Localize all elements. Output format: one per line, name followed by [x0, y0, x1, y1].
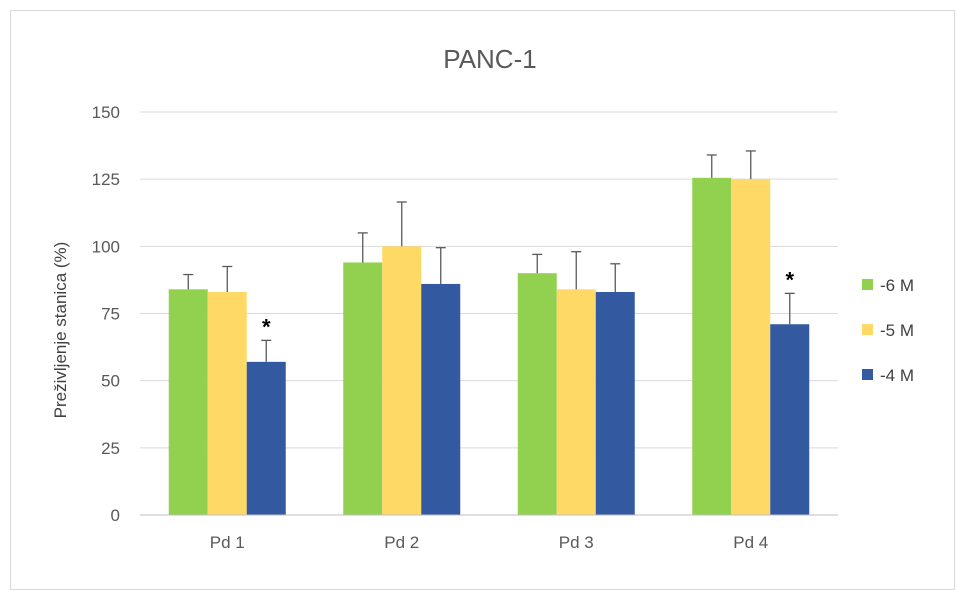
bar	[731, 179, 771, 515]
y-axis-label: Preživljenje stanica (%)	[51, 242, 70, 419]
y-tick-label: 0	[111, 506, 120, 525]
legend-swatch	[862, 279, 873, 290]
legend-label: -6 M	[880, 276, 914, 295]
legend-label: -5 M	[880, 321, 914, 340]
y-tick-label: 100	[92, 237, 120, 256]
legend-swatch	[862, 369, 873, 380]
x-tick-label: Pd 4	[733, 533, 768, 552]
bars: **	[168, 150, 810, 516]
bar	[595, 292, 635, 515]
significance-marker: *	[785, 267, 794, 292]
bar	[343, 262, 383, 515]
bar	[382, 246, 422, 516]
y-tick-label: 150	[92, 103, 120, 122]
legend-label: -4 M	[880, 366, 914, 385]
legend: -6 M -5 M -4 M	[862, 276, 914, 385]
bar	[207, 292, 247, 515]
bar	[517, 273, 557, 515]
chart-svg: PANC-1 Preživljenje stanica (%) ** 02550…	[51, 44, 914, 552]
y-tick-label: 50	[101, 372, 120, 391]
bar	[168, 289, 208, 515]
bar	[246, 361, 286, 515]
x-tick-label: Pd 3	[559, 533, 594, 552]
significance-marker: *	[262, 314, 271, 339]
bar	[692, 177, 732, 515]
bar	[421, 283, 461, 515]
y-tick-label: 25	[101, 439, 120, 458]
y-tick-label: 75	[101, 305, 120, 324]
legend-swatch	[862, 324, 873, 335]
bar	[770, 324, 810, 515]
axes: 0 25 50 75 100 125 150 Pd 1 Pd 2 Pd 3 Pd 4	[92, 103, 838, 552]
x-tick-label: Pd 2	[384, 533, 419, 552]
chart-title: PANC-1	[443, 44, 536, 74]
bar	[556, 289, 596, 515]
x-tick-label: Pd 1	[210, 533, 245, 552]
y-tick-label: 125	[92, 170, 120, 189]
